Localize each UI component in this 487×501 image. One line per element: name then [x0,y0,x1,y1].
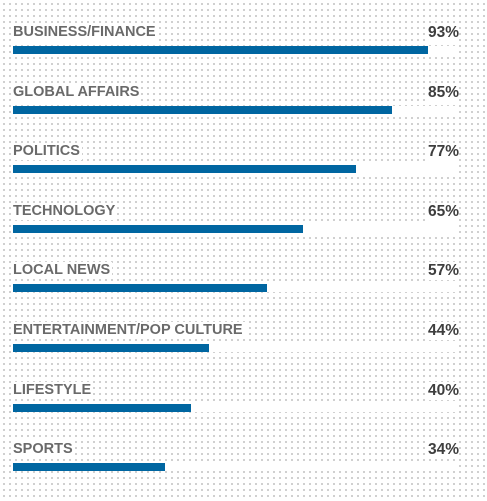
bar [13,284,268,293]
bar [13,165,357,174]
bar [13,105,393,114]
bar-row: LOCAL NEWS 57% [0,262,487,322]
bar-track [13,165,459,174]
bar-row: ENTERTAINMENT/POP CULTURE 44% [0,322,487,382]
bar-row: GLOBAL AFFAIRS 85% [0,83,487,144]
bar-row: BUSINESS/FINANCE 93% [0,24,487,84]
category-label: SPORTS [13,441,75,459]
value-label: 65% [427,202,459,221]
category-label: TECHNOLOGY [13,202,118,220]
bar [13,46,428,54]
bar-chart: BUSINESS/FINANCE 93% GLOBAL AFFAIRS 85% POLI… [0,24,487,472]
category-label: GLOBAL AFFAIRS [13,83,142,101]
bar-track [13,46,459,54]
bar-row: SPORTS 34% [0,441,487,501]
bar-track [13,344,459,352]
value-label: 77% [427,143,459,162]
value-label: 34% [427,441,459,460]
bar-track [13,105,459,114]
bar [13,403,192,412]
value-label: 57% [427,262,459,281]
bar [13,224,303,233]
category-label: ENTERTAINMENT/POP CULTURE [13,322,245,339]
bar-track [13,284,459,293]
category-label: LIFESTYLE [13,381,94,399]
bar-track [13,224,459,233]
category-label: BUSINESS/FINANCE [13,24,158,41]
value-label: 85% [427,83,459,102]
value-label: 40% [427,381,459,400]
bar [13,463,165,472]
value-label: 44% [427,322,459,340]
category-label: POLITICS [13,143,82,161]
bar-row: TECHNOLOGY 65% [0,202,487,263]
value-label: 93% [427,24,459,42]
category-label: LOCAL NEWS [13,262,113,280]
bar-row: LIFESTYLE 40% [0,381,487,442]
bar [13,344,210,352]
bar-track [13,403,459,412]
bar-track [13,463,459,472]
bar-row: POLITICS 77% [0,143,487,203]
